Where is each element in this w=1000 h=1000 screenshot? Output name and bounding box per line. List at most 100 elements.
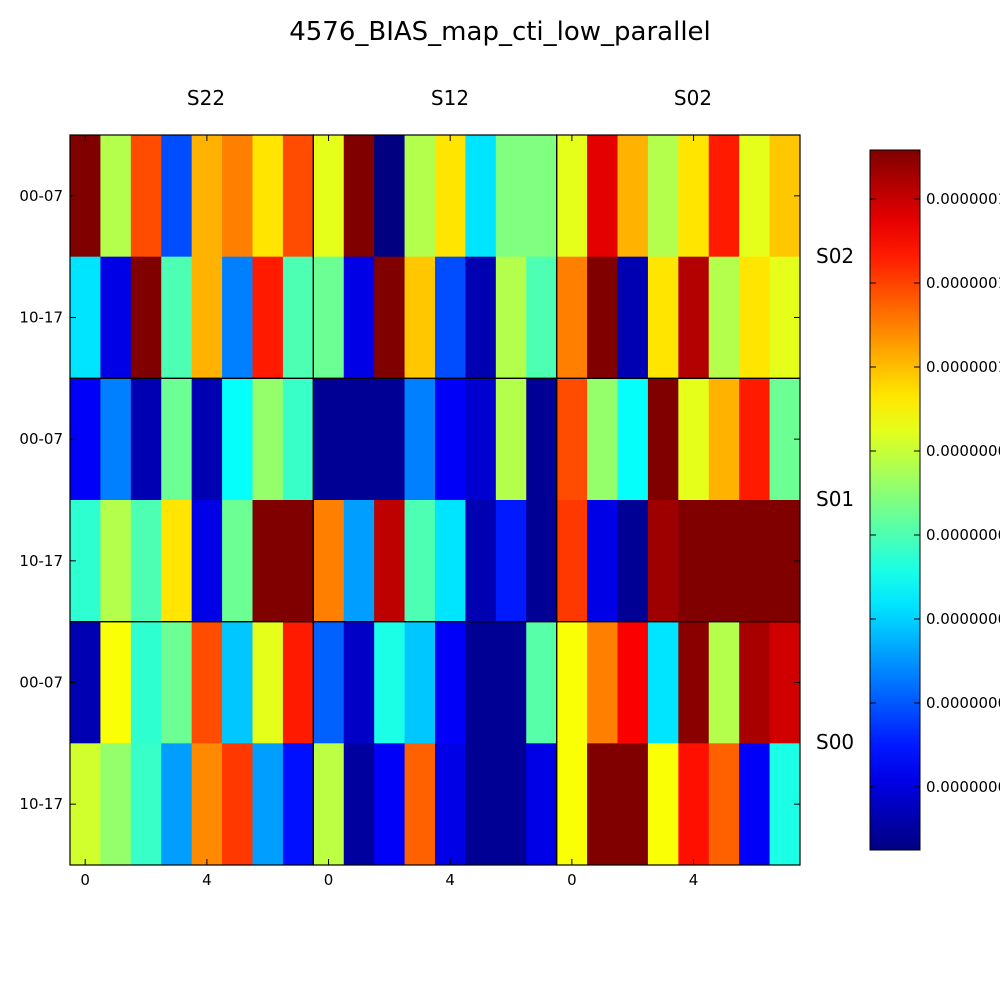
heatmap-cell <box>404 743 436 866</box>
heatmap-cell <box>495 621 527 744</box>
heatmap-cell <box>313 621 345 744</box>
heatmap-cell <box>161 256 193 379</box>
colorbar-tick-label: 0.0000000 <box>926 610 1000 628</box>
heatmap-cell <box>161 621 193 744</box>
heatmap-cell <box>404 135 436 258</box>
heatmap-cell <box>526 500 558 623</box>
heatmap-cell <box>739 378 771 501</box>
row-group-label: S01 <box>816 487 854 511</box>
heatmap-cell <box>313 743 345 866</box>
heatmap-cell <box>708 378 740 501</box>
heatmap-cell <box>526 743 558 866</box>
heatmap-cell <box>222 135 253 258</box>
column-group-label: S22 <box>187 86 225 110</box>
heatmap-cell <box>526 378 558 501</box>
heatmap-cell <box>647 135 679 258</box>
heatmap-cell <box>617 256 649 379</box>
heatmap-cell <box>130 621 162 744</box>
y-tick-label: 10-17 <box>19 309 63 327</box>
heatmap-cell <box>130 378 162 501</box>
heatmap-cell <box>708 743 740 866</box>
heatmap-cell <box>617 135 649 258</box>
heatmap-cell <box>374 500 406 623</box>
heatmap-cell <box>374 743 406 866</box>
heatmap-cell <box>678 621 710 744</box>
heatmap-cell <box>465 135 497 258</box>
colorbar-tick-label: 0.0000000 <box>926 442 1000 460</box>
heatmap-cell <box>678 378 710 501</box>
heatmap-cell <box>222 621 253 744</box>
heatmap-cell <box>282 743 314 866</box>
heatmap-cell <box>495 500 527 623</box>
column-group-label: S12 <box>431 86 469 110</box>
heatmap-cell <box>435 621 466 744</box>
heatmap-cell <box>100 135 132 258</box>
heatmap-cell <box>191 378 223 501</box>
heatmap-cell <box>313 135 345 258</box>
heatmap-cell <box>587 743 618 866</box>
row-group-label: S02 <box>816 244 854 268</box>
heatmap-cell <box>435 500 466 623</box>
heatmap-cell <box>647 621 679 744</box>
heatmap-cell <box>526 135 558 258</box>
heatmap-cell <box>465 500 497 623</box>
y-axis-ticks: 00-07 10-17 00-07 10-17 00-07 10-17 <box>19 187 800 813</box>
x-axis-ticks: 0 4 0 4 0 4 <box>80 135 698 889</box>
heatmap-cell <box>678 500 710 623</box>
heatmap-cell <box>130 135 162 258</box>
colorbar-tick-label: 0.0000001 <box>926 274 1000 292</box>
heatmap-cell <box>526 256 558 379</box>
heatmap-cell <box>556 621 588 744</box>
x-tick-label: 4 <box>202 871 212 889</box>
heatmap-cell <box>313 378 345 501</box>
heatmap-cell <box>252 256 284 379</box>
x-tick-label: 0 <box>324 871 334 889</box>
colorbar-tick-label: 0.0000000 <box>926 526 1000 544</box>
heatmap-cell <box>435 135 466 258</box>
column-group-label: S02 <box>674 86 712 110</box>
heatmap-cell <box>343 256 375 379</box>
heatmap-cell <box>161 743 193 866</box>
heatmap-cell <box>252 500 284 623</box>
heatmap-cell <box>282 256 314 379</box>
heatmap-cell <box>556 743 588 866</box>
heatmap-cell <box>526 621 558 744</box>
panel-frames <box>69 134 801 866</box>
y-tick-label: 00-07 <box>19 430 63 448</box>
heatmap-cell <box>465 621 497 744</box>
heatmap-cell <box>191 500 223 623</box>
heatmap-cell <box>343 378 375 501</box>
heatmap-cell <box>252 743 284 866</box>
heatmap-cell <box>617 621 649 744</box>
heatmap-cell <box>495 378 527 501</box>
heatmap-cell <box>404 500 436 623</box>
heatmap-cell <box>587 621 618 744</box>
heatmap-cell <box>252 621 284 744</box>
heatmap-cell <box>587 500 618 623</box>
heatmap-cell <box>678 743 710 866</box>
heatmap-cell <box>495 256 527 379</box>
heatmap-cell <box>282 621 314 744</box>
heatmap-cell <box>313 256 345 379</box>
colorbar-gradient <box>869 149 921 851</box>
colorbar-ticks: 0.0000001 0.0000001 0.0000001 0.0000000 0.00… <box>870 190 1000 796</box>
heatmap-cell <box>617 378 649 501</box>
heatmap-cell <box>343 743 375 866</box>
heatmap-cell <box>587 256 618 379</box>
heatmap-cell <box>252 378 284 501</box>
heatmap-cell <box>678 256 710 379</box>
heatmap-cell <box>161 378 193 501</box>
heatmap-cell <box>100 621 132 744</box>
heatmap-cell <box>282 500 314 623</box>
heatmap-cell <box>678 135 710 258</box>
heatmap-cell <box>556 135 588 258</box>
heatmap-cell <box>465 743 497 866</box>
colorbar-tick-label: 0.0000000 <box>926 694 1000 712</box>
heatmap-cell <box>191 621 223 744</box>
heatmap-cell <box>191 256 223 379</box>
heatmap-cell <box>647 500 679 623</box>
heatmap-cell <box>495 743 527 866</box>
heatmap-cell <box>708 500 740 623</box>
heatmap-cell <box>617 500 649 623</box>
heatmap-cell <box>252 135 284 258</box>
